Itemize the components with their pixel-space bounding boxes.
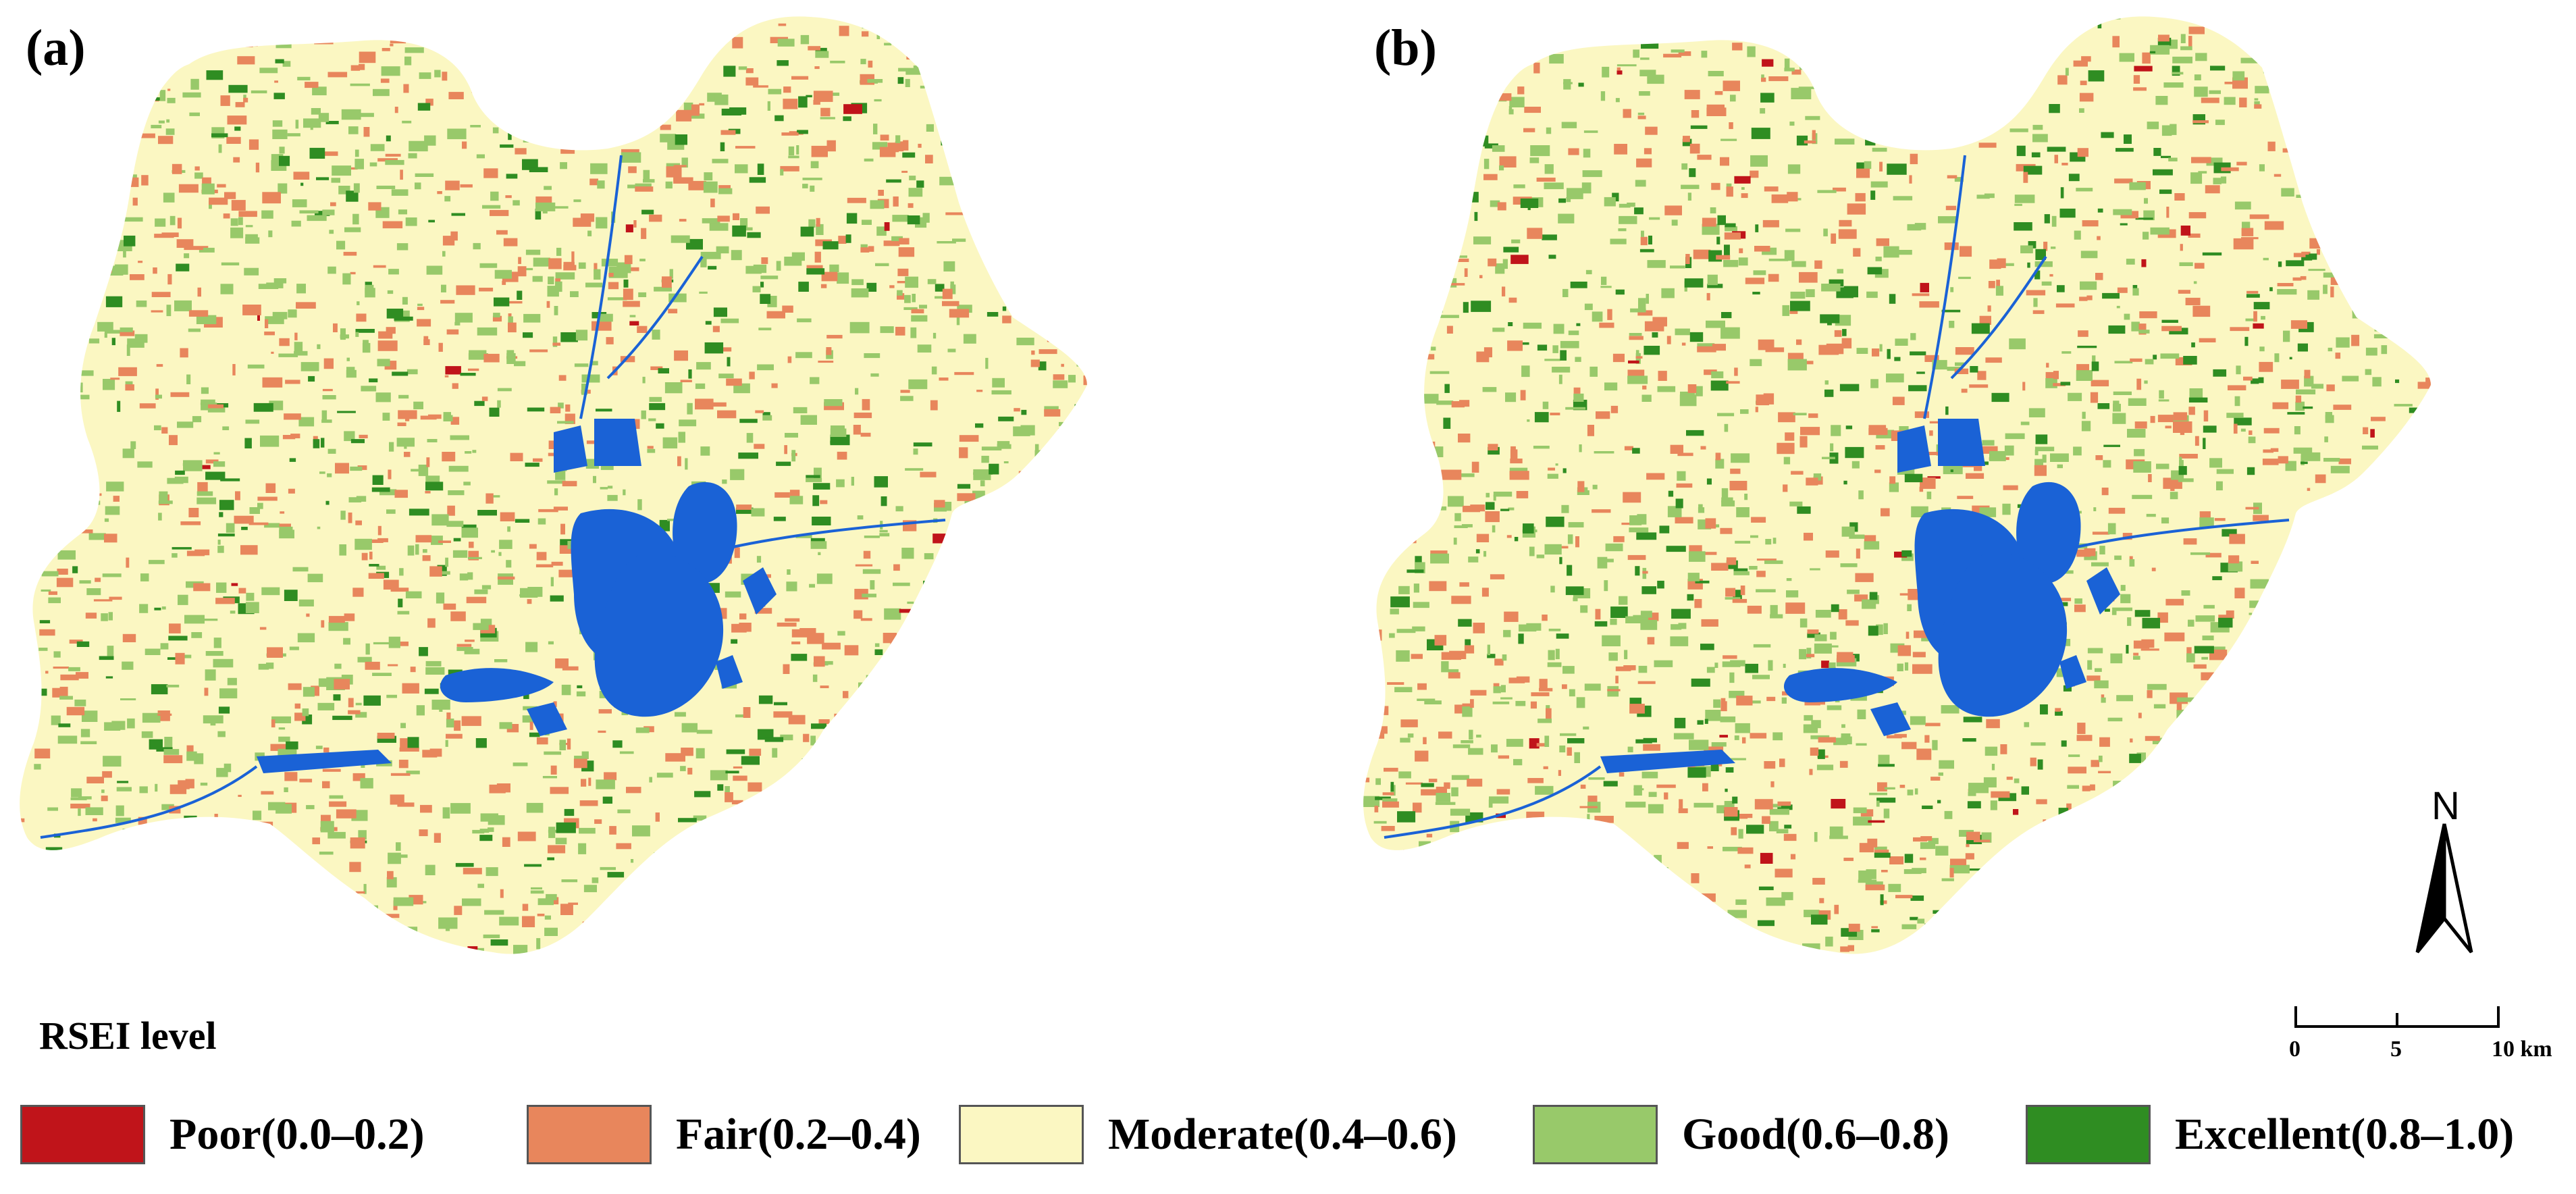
water-body-b-0 [1897,425,1931,473]
scale-tick-5: 5 [2390,1037,2402,1062]
map-panel-b [1363,16,2432,954]
legend-swatch-excellent [2026,1105,2151,1164]
legend-swatch-fair [527,1105,652,1164]
water-body-b-8 [1870,702,1911,736]
legend-item-poor: Poor(0.0–0.2) [20,1097,425,1172]
legend-label-moderate: Moderate(0.4–0.6) [1108,1110,1457,1159]
panel-label-a: (a) [26,20,86,76]
legend-title: RSEI level [39,1014,217,1058]
rsei-raster-a [20,16,1088,954]
map-panel-a [20,16,1088,954]
water-body-b-3 [2016,482,2081,583]
rsei-raster-b [1363,16,2432,954]
legend: Poor(0.0–0.2) Fair(0.2–0.4) Moderate(0.4… [0,1097,2576,1172]
legend-label-fair: Fair(0.2–0.4) [676,1110,921,1159]
north-label: N [2432,784,2460,828]
water-body-b-5 [2086,567,2120,615]
water-body-b-4 [1938,552,2068,717]
river-a-2 [579,155,623,419]
legend-label-poor: Poor(0.0–0.2) [169,1110,425,1159]
legend-item-excellent: Excellent(0.8–1.0) [2026,1097,2514,1172]
water-body-a-4 [594,552,724,717]
scale-bar [2294,1006,2500,1028]
water-body-a-3 [673,482,737,583]
water-body-a-8 [527,702,567,736]
water-body-b-7 [1600,750,1735,773]
water-body-a-1 [594,419,641,466]
north-arrow-icon [2415,823,2473,954]
panel-label-b: (b) [1374,20,1437,76]
river-a-3 [606,255,704,380]
water-body-a-6 [440,668,554,702]
water-body-b-9 [2059,655,2086,689]
legend-swatch-good [1533,1105,1658,1164]
river-b-3 [1950,255,2047,380]
legend-item-good: Good(0.6–0.8) [1533,1097,1949,1172]
legend-label-good: Good(0.6–0.8) [1682,1110,1949,1159]
water-body-a-9 [716,655,743,689]
water-body-a-0 [554,425,587,473]
scale-tick-0: 0 [2289,1037,2301,1062]
scale-tick-10: 10 km [2492,1037,2552,1062]
water-body-a-7 [257,750,392,773]
legend-label-excellent: Excellent(0.8–1.0) [2175,1110,2515,1159]
legend-swatch-poor [20,1105,145,1164]
river-a-0 [40,765,258,839]
water-body-a-5 [743,567,777,615]
legend-swatch-moderate [959,1105,1084,1164]
water-body-b-6 [1783,668,1897,702]
river-a-1 [732,519,946,548]
river-b-2 [1923,155,1966,419]
river-b-0 [1384,765,1602,839]
legend-item-moderate: Moderate(0.4–0.6) [959,1097,1457,1172]
river-b-1 [2076,519,2290,548]
water-body-b-1 [1938,419,1985,466]
legend-item-fair: Fair(0.2–0.4) [527,1097,921,1172]
